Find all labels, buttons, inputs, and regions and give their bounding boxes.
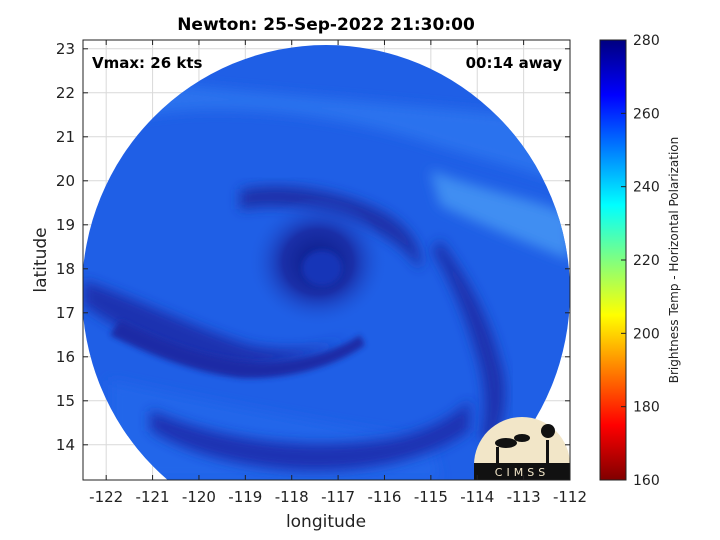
- x-tick-label: -118: [275, 488, 309, 506]
- x-tick-label: -121: [136, 488, 170, 506]
- colorbar-label: Brightness Temp - Horizontal Polarizatio…: [667, 137, 681, 384]
- y-tick-label: 22: [56, 84, 75, 102]
- x-axis-label: longitude: [286, 512, 366, 532]
- x-tick-label: -117: [321, 488, 355, 506]
- y-axis-label: latitude: [31, 227, 51, 292]
- outer-band-south: [150, 400, 470, 471]
- x-tick-label: -116: [367, 488, 401, 506]
- y-tick-label: 21: [56, 128, 75, 146]
- y-tick-label: 14: [56, 436, 75, 454]
- spiral-band-west: [83, 280, 360, 369]
- light-band-north: [120, 80, 570, 190]
- y-axis: 14 15 16 17 18 19 20 21 22 23: [56, 40, 570, 454]
- colorbar-tick-label: 180: [633, 400, 660, 416]
- x-tick-label: -115: [414, 488, 448, 506]
- y-tick-label: 18: [56, 260, 75, 278]
- cimss-logo-text: CIMSS: [495, 466, 549, 479]
- spiral-band-south: [110, 320, 365, 379]
- colorbar-tick-label: 280: [633, 33, 660, 49]
- brightness-temp-image: [83, 45, 570, 480]
- y-tick-label: 20: [56, 172, 75, 190]
- y-tick-label: 17: [56, 304, 75, 322]
- colorbar-tick-label: 220: [633, 253, 660, 269]
- y-tick-label: 19: [56, 216, 75, 234]
- x-tick-label: -112: [553, 488, 587, 506]
- x-tick-label: -120: [182, 488, 216, 506]
- colorbar-tick-label: 240: [633, 180, 660, 196]
- storm-eye: [302, 250, 342, 286]
- outer-band-east: [432, 240, 506, 440]
- colorbar-tick-label: 160: [633, 473, 660, 489]
- cimss-logo: CIMSS: [474, 417, 570, 480]
- colorbar-tick-label: 260: [633, 106, 660, 122]
- vmax-label: Vmax: 26 kts: [92, 54, 202, 72]
- y-tick-label: 16: [56, 348, 75, 366]
- y-tick-label: 15: [56, 392, 75, 410]
- cimss-logo-antenna: [495, 424, 555, 463]
- chart-title: Newton: 25-Sep-2022 21:30:00: [177, 15, 475, 35]
- cimss-logo-bar: [474, 463, 570, 480]
- x-tick-label: -119: [228, 488, 262, 506]
- x-axis: -122 -121 -120 -119 -118 -117 -116 -115 -114 -113…: [89, 40, 587, 506]
- x-tick-label: -122: [89, 488, 123, 506]
- light-band-east: [430, 170, 570, 260]
- x-tick-label: -114: [460, 488, 494, 506]
- colorbar-tick-label: 200: [633, 326, 660, 342]
- x-tick-label: -113: [507, 488, 541, 506]
- time-label: 00:14 away: [466, 54, 563, 72]
- colorbar-ticks: 160 180 200 220 240 260 280: [621, 33, 660, 489]
- plot-frame: [82, 39, 571, 481]
- y-tick-label: 23: [56, 40, 75, 58]
